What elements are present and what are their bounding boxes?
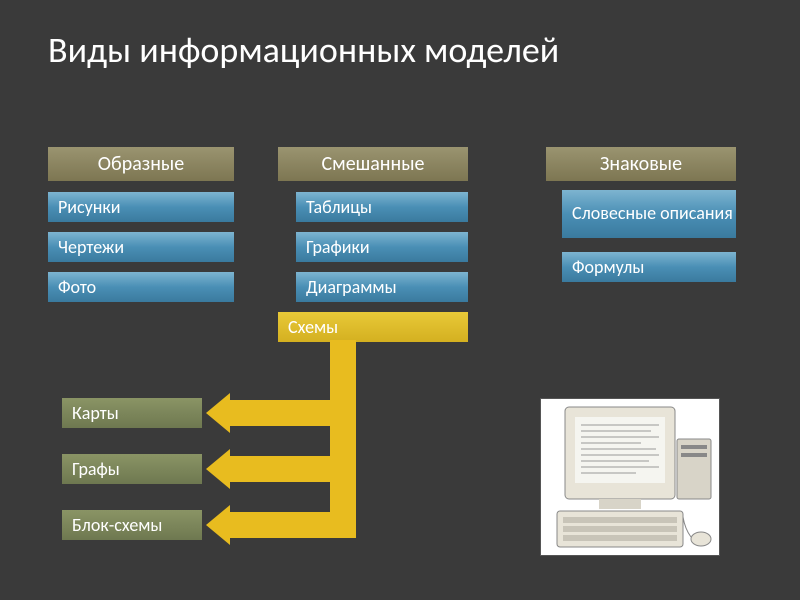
col2-item: Графики <box>296 232 468 262</box>
branch-item: Графы <box>62 454 202 484</box>
col1-item: Чертежи <box>48 232 234 262</box>
category-header-2: Смешанные <box>278 147 468 181</box>
col3-item: Словесные описания <box>562 190 736 238</box>
branch-item: Карты <box>62 398 202 428</box>
col1-item: Фото <box>48 272 234 302</box>
category-header-3: Знаковые <box>546 147 736 181</box>
computer-image <box>540 398 720 556</box>
col1-item: Рисунки <box>48 192 234 222</box>
slide-title: Виды информационных моделей <box>48 30 559 71</box>
category-header-1: Образные <box>48 147 234 181</box>
col2-item-highlight: Схемы <box>278 312 468 342</box>
col2-item: Таблицы <box>296 192 468 222</box>
col3-item: Формулы <box>562 252 736 282</box>
col2-item: Диаграммы <box>296 272 468 302</box>
branch-item: Блок-схемы <box>62 510 202 540</box>
branching-arrows <box>200 340 400 550</box>
